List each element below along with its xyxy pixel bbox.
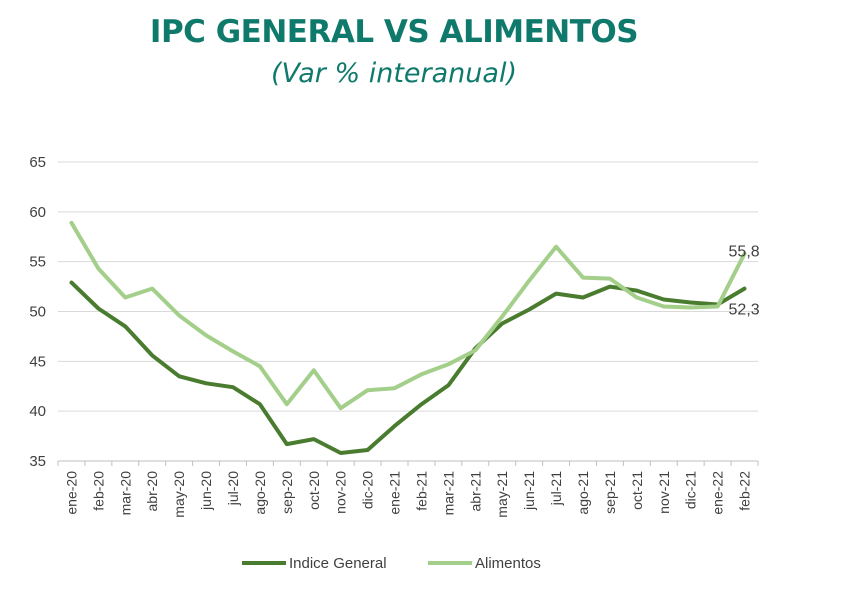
series-line-alimentos	[69, 220, 747, 411]
x-tick-label: dic-20	[360, 471, 376, 509]
x-tick-label: oct-20	[306, 471, 322, 510]
x-tick-label: jun-20	[198, 471, 214, 511]
x-tick-label: abr-20	[144, 471, 160, 512]
x-tick-label: feb-22	[737, 471, 753, 511]
y-tick-label: 60	[29, 204, 46, 221]
y-tick-label: 65	[29, 154, 46, 171]
y-tick-label: 55	[29, 254, 46, 271]
x-tick-label: nov-20	[333, 471, 349, 514]
x-tick-label: abr-21	[467, 471, 483, 512]
series-line-indice-general	[69, 280, 747, 455]
x-tick-label: dic-21	[683, 471, 699, 509]
x-tick-label: mar-21	[440, 471, 456, 516]
x-tick-label: ago-20	[252, 471, 268, 515]
x-tick-label: sep-20	[279, 471, 295, 514]
x-tick-label: ene-20	[63, 471, 79, 515]
data-label-indice-general-last: 52,3	[729, 302, 760, 319]
x-tick-label: may-20	[171, 471, 187, 518]
x-tick-label: oct-21	[629, 471, 645, 510]
x-tick-label: jun-21	[521, 471, 537, 511]
x-tick-label: ene-21	[387, 471, 403, 515]
x-tick-label: ene-22	[710, 471, 726, 515]
x-tick-label: mar-20	[117, 471, 133, 516]
y-tick-label: 50	[29, 304, 46, 321]
y-tick-label: 35	[29, 453, 46, 470]
data-label-alimentos-last: 55,8	[729, 244, 760, 261]
x-tick-label: sep-21	[602, 471, 618, 514]
x-tick-label: feb-21	[413, 471, 429, 511]
x-tick-label: feb-20	[90, 471, 106, 511]
legend-label-alimentos: Alimentos	[475, 555, 541, 572]
x-tick-label: jul-21	[548, 471, 564, 506]
x-tick-label: jul-20	[225, 471, 241, 506]
chart-title: IPC GENERAL VS ALIMENTOS	[149, 14, 639, 50]
x-tick-label: ago-21	[575, 471, 591, 515]
x-tick-label: may-21	[494, 471, 510, 518]
legend-label-indice-general: Indice General	[289, 555, 387, 572]
x-tick-label: nov-21	[656, 471, 672, 514]
y-tick-label: 45	[29, 353, 46, 370]
chart-subtitle: (Var % interanual)	[270, 58, 517, 89]
y-tick-label: 40	[29, 403, 46, 420]
